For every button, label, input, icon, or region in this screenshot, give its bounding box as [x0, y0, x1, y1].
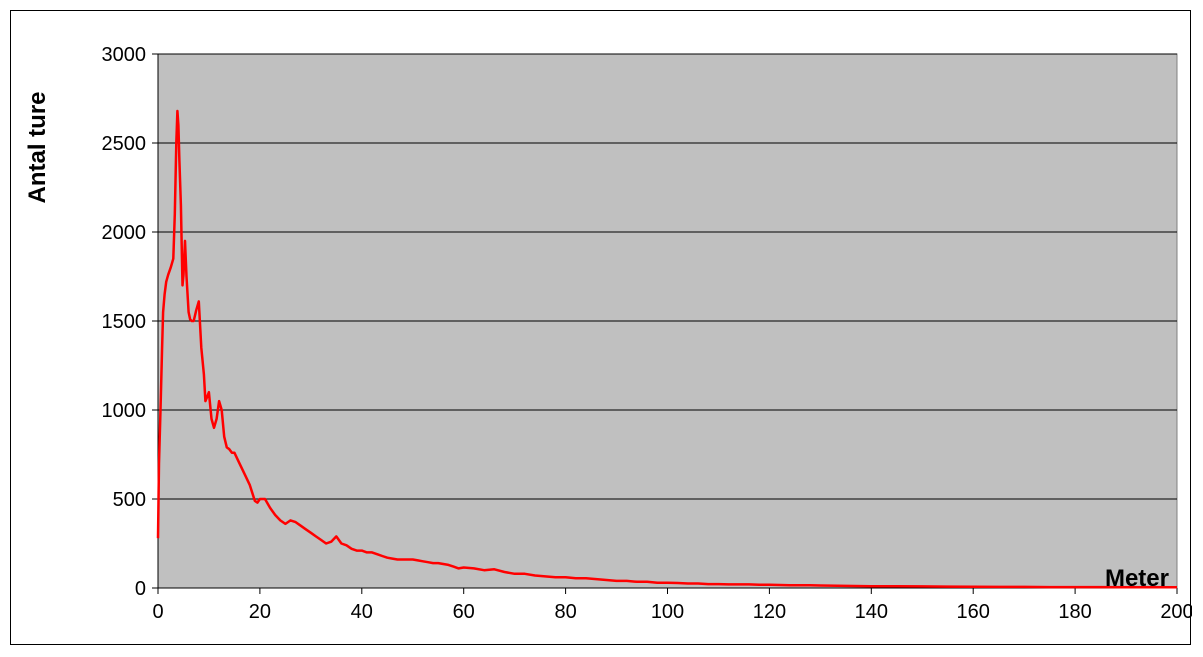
y-axis-ticks: 0 500 1000 1500 2000 2500 3000: [102, 44, 159, 600]
y-tick-label: 2000: [102, 222, 147, 244]
series-line: [156, 109, 1177, 589]
x-tick-label: 80: [554, 601, 576, 623]
line-chart: 0 500 1000 1500 2000 2500 3000 0 20 40 60 80 100 120…: [24, 44, 1192, 623]
x-tick-label: 200: [1160, 601, 1192, 623]
y-tick-label: 2500: [102, 133, 147, 155]
x-tick-label: 160: [957, 601, 990, 623]
x-tick-label: 0: [152, 601, 163, 623]
y-tick-label: 1500: [102, 311, 147, 333]
x-axis-label: Meter: [1105, 565, 1169, 592]
y-axis-label: Antal ture: [24, 91, 51, 203]
x-tick-label: 100: [651, 601, 684, 623]
x-tick-label: 180: [1058, 601, 1091, 623]
x-tick-label: 40: [351, 601, 373, 623]
x-tick-label: 20: [249, 601, 271, 623]
series-group: [156, 109, 1177, 589]
x-axis-ticks: 0 20 40 60 80 100 120 140 160 180 200: [152, 587, 1192, 623]
y-tick-label: 1000: [102, 400, 147, 422]
x-tick-label: 140: [855, 601, 888, 623]
y-tick-label: 3000: [102, 44, 147, 66]
y-tick-label: 0: [135, 578, 146, 600]
grid-lines: [158, 53, 1177, 500]
y-tick-label: 500: [113, 489, 146, 511]
x-tick-label: 60: [453, 601, 475, 623]
chart-frame: 0 500 1000 1500 2000 2500 3000 0 20 40 60 80 100 120…: [10, 10, 1192, 645]
x-tick-label: 120: [753, 601, 786, 623]
